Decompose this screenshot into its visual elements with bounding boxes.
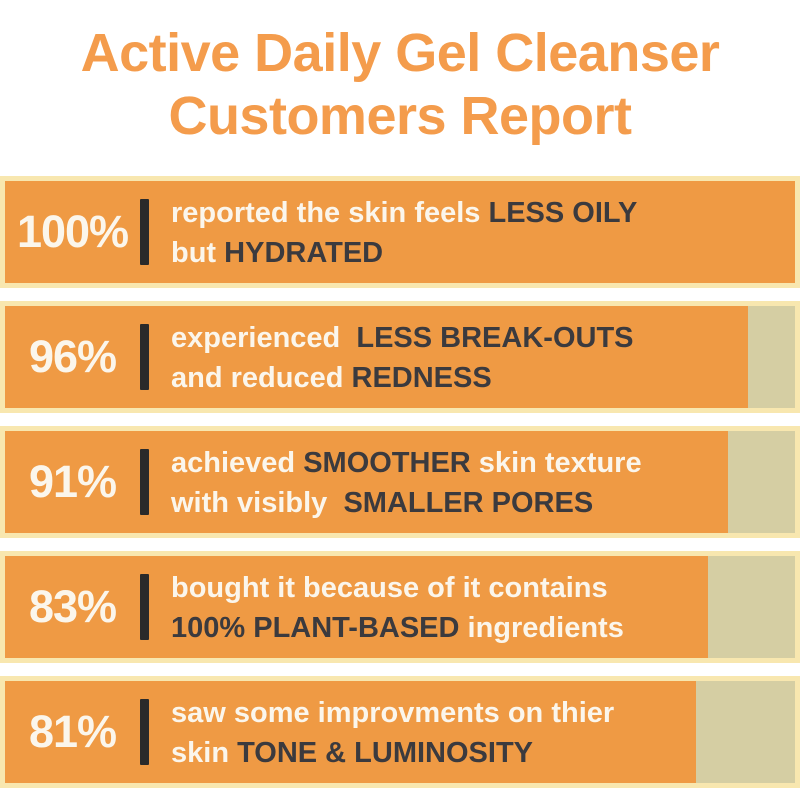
regular-text: skin: [171, 737, 238, 769]
regular-text: saw some improvments on thier: [171, 696, 615, 729]
stat-row: 100% reported the skin feels LESS OILY bu…: [0, 176, 800, 288]
regular-text: achieved: [171, 446, 304, 479]
stat-description-line: skin TONE & LUMINOSITY: [171, 733, 614, 773]
stat-description-line: bought it because of it contains: [171, 568, 624, 608]
divider-bar: [140, 324, 149, 390]
regular-text: bought it because of it contains: [171, 571, 608, 604]
stat-percent: 100%: [16, 206, 129, 257]
divider-bar: [140, 449, 149, 515]
divider-bar: [140, 199, 149, 265]
divider-bar: [140, 574, 149, 640]
stat-bar-fill: 100% reported the skin feels LESS OILY bu…: [5, 181, 795, 283]
page-title-line-2: Customers Report: [168, 85, 632, 146]
emphasis-text: LESS OILY: [488, 196, 638, 229]
divider-bar: [140, 699, 149, 765]
stat-description: achieved SMOOTHER skin texture with visib…: [171, 441, 642, 523]
stat-description: saw some improvments on thier skin TONE &…: [171, 691, 614, 773]
stat-row: 91% achieved SMOOTHER skin texture with v…: [0, 426, 800, 538]
stat-percent: 96%: [28, 331, 117, 382]
emphasis-text: HYDRATED: [224, 237, 384, 269]
regular-text: reported the skin feels: [171, 196, 489, 229]
stat-description-line: and reduced REDNESS: [171, 358, 634, 398]
stat-bar-fill: 96% experienced LESS BREAK-OUTS and reduc…: [5, 306, 748, 408]
stats-list: 100% reported the skin feels LESS OILY bu…: [0, 176, 800, 800]
stat-description: bought it because of it contains 100% PLA…: [171, 566, 624, 648]
stat-description-line: achieved SMOOTHER skin texture: [171, 443, 642, 483]
stat-row: 96% experienced LESS BREAK-OUTS and reduc…: [0, 301, 800, 413]
stat-description-line: 100% PLANT-BASED ingredients: [171, 608, 624, 648]
emphasis-text: LESS BREAK-OUTS: [356, 321, 634, 354]
regular-text: with visibly: [171, 487, 344, 519]
stat-track: 81% saw some improvments on thier skin TO…: [0, 676, 800, 788]
stat-description-line: reported the skin feels LESS OILY: [171, 193, 637, 233]
stat-track: 91% achieved SMOOTHER skin texture with v…: [0, 426, 800, 538]
stat-row: 83% bought it because of it contains 100%…: [0, 551, 800, 663]
stat-description-line: saw some improvments on thier: [171, 693, 614, 733]
stat-track: 100% reported the skin feels LESS OILY bu…: [0, 176, 800, 288]
stat-description-line: with visibly SMALLER PORES: [171, 483, 642, 523]
regular-text: and reduced: [171, 362, 352, 394]
regular-text: skin texture: [470, 446, 642, 479]
stat-row: 81% saw some improvments on thier skin TO…: [0, 676, 800, 788]
emphasis-text: SMOOTHER: [303, 446, 471, 479]
stat-description: reported the skin feels LESS OILY but HYD…: [171, 191, 637, 273]
stat-track: 83% bought it because of it contains 100%…: [0, 551, 800, 663]
stat-description: experienced LESS BREAK-OUTS and reduced R…: [171, 316, 634, 398]
stat-bar-fill: 91% achieved SMOOTHER skin texture with v…: [5, 431, 728, 533]
stat-bar-fill: 83% bought it because of it contains 100%…: [5, 556, 709, 658]
emphasis-text: TONE & LUMINOSITY: [237, 737, 534, 769]
page-title: Active Daily Gel Cleanser Customers Repo…: [0, 0, 800, 154]
stat-description-line: experienced LESS BREAK-OUTS: [171, 318, 634, 358]
emphasis-text: SMALLER PORES: [343, 487, 594, 519]
regular-text: experienced: [171, 321, 357, 354]
stat-bar-fill: 81% saw some improvments on thier skin TO…: [5, 681, 697, 783]
stat-percent: 83%: [28, 581, 117, 632]
emphasis-text: REDNESS: [351, 362, 492, 394]
emphasis-text: 100% PLANT-BASED: [171, 612, 460, 644]
regular-text: ingredients: [459, 612, 624, 644]
stat-percent: 81%: [28, 706, 117, 757]
regular-text: but: [171, 237, 225, 269]
stat-description-line: but HYDRATED: [171, 233, 637, 273]
stat-percent: 91%: [28, 456, 117, 507]
stat-track: 96% experienced LESS BREAK-OUTS and reduc…: [0, 301, 800, 413]
page-title-line-1: Active Daily Gel Cleanser: [80, 23, 720, 83]
